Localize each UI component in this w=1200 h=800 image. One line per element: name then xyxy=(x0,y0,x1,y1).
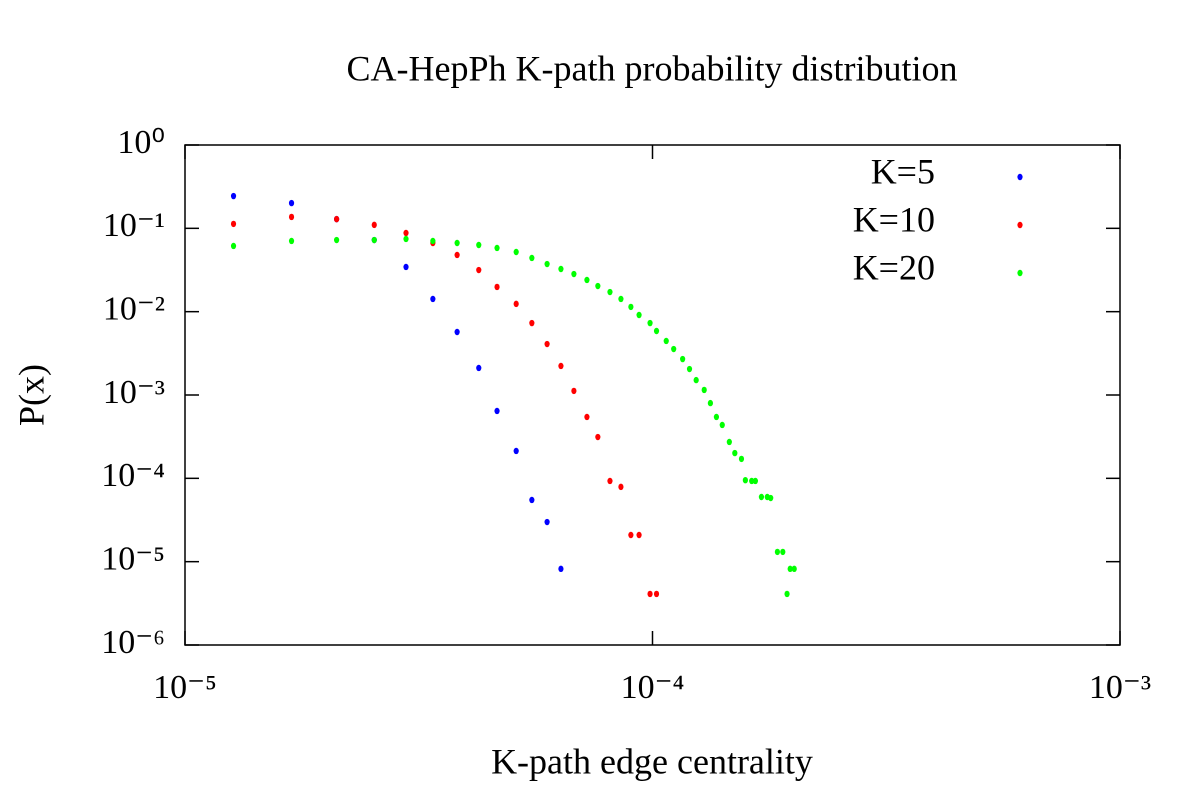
point xyxy=(686,365,693,373)
point xyxy=(784,590,790,598)
point xyxy=(288,213,295,221)
point xyxy=(595,282,601,290)
y-tick-label: 10⁻⁶ xyxy=(101,624,165,661)
point xyxy=(288,237,295,245)
point xyxy=(494,244,500,252)
point xyxy=(529,319,535,327)
point xyxy=(403,263,409,271)
point xyxy=(513,300,519,308)
point xyxy=(742,476,748,484)
point xyxy=(768,494,774,502)
point xyxy=(558,362,564,370)
point xyxy=(571,387,577,395)
y-tick-label: 10⁻² xyxy=(103,290,165,327)
point xyxy=(647,590,653,598)
point xyxy=(230,192,237,200)
y-tick-label: 10⁻¹ xyxy=(103,207,165,244)
point xyxy=(636,311,642,319)
point xyxy=(558,265,564,273)
point xyxy=(288,199,295,207)
point xyxy=(430,295,436,303)
x-tick-label: 10⁻³ xyxy=(1089,669,1151,706)
point xyxy=(476,364,482,372)
point xyxy=(558,565,564,573)
point xyxy=(595,433,601,441)
point xyxy=(653,590,660,598)
y-tick-label: 10⁰ xyxy=(117,124,165,161)
point xyxy=(513,248,519,256)
y-tick-label: 10⁻³ xyxy=(103,374,165,411)
point xyxy=(494,407,500,415)
point xyxy=(732,449,738,457)
chart-title: CA-HepPh K-path probability distribution xyxy=(347,48,958,88)
point xyxy=(628,303,634,311)
point xyxy=(544,340,550,348)
point xyxy=(636,531,642,539)
point xyxy=(403,229,409,237)
point xyxy=(403,235,409,243)
point xyxy=(607,288,613,296)
legend-swatch xyxy=(1017,221,1023,229)
point xyxy=(230,220,237,228)
point xyxy=(693,376,699,384)
point xyxy=(607,477,613,485)
legend-label: K=5 xyxy=(871,151,935,191)
point xyxy=(529,254,535,262)
point xyxy=(476,266,482,274)
point xyxy=(544,518,550,526)
point xyxy=(752,477,759,485)
x-tick-label: 10⁻⁴ xyxy=(621,669,685,706)
y-tick-label: 10⁻⁴ xyxy=(101,457,165,494)
legend-label: K=10 xyxy=(853,199,935,239)
legend-swatch xyxy=(1017,173,1023,181)
point xyxy=(454,239,460,247)
point xyxy=(371,221,377,229)
point xyxy=(653,327,660,335)
point xyxy=(671,345,677,353)
point xyxy=(628,531,634,539)
point xyxy=(713,413,720,421)
point xyxy=(529,496,535,504)
y-tick-label: 10⁻⁵ xyxy=(101,540,165,577)
point xyxy=(749,477,755,485)
x-axis-label: K-path edge centrality xyxy=(491,741,813,781)
point xyxy=(454,251,460,259)
point xyxy=(230,242,237,250)
point xyxy=(476,241,482,249)
point xyxy=(647,319,653,327)
point xyxy=(618,295,624,303)
point xyxy=(774,548,781,556)
point xyxy=(618,483,624,491)
point xyxy=(726,438,732,446)
legend-swatch xyxy=(1017,269,1023,277)
point xyxy=(680,355,686,363)
y-axis-label: P(x) xyxy=(11,364,51,426)
point xyxy=(738,455,745,463)
point xyxy=(758,493,765,501)
point xyxy=(584,276,590,284)
point xyxy=(663,337,669,345)
point xyxy=(791,565,797,573)
point xyxy=(513,447,519,455)
point xyxy=(707,399,714,407)
point xyxy=(454,328,460,336)
point xyxy=(787,565,793,573)
point xyxy=(780,548,786,556)
point xyxy=(719,421,725,429)
legend-label: K=20 xyxy=(853,247,935,287)
point xyxy=(430,237,436,245)
point xyxy=(371,236,377,244)
point xyxy=(701,386,707,394)
point xyxy=(584,413,590,421)
point xyxy=(544,260,550,268)
x-tick-label: 10⁻⁵ xyxy=(153,669,217,706)
point xyxy=(334,215,340,223)
point xyxy=(334,236,340,244)
point xyxy=(494,283,500,291)
point xyxy=(571,270,577,278)
